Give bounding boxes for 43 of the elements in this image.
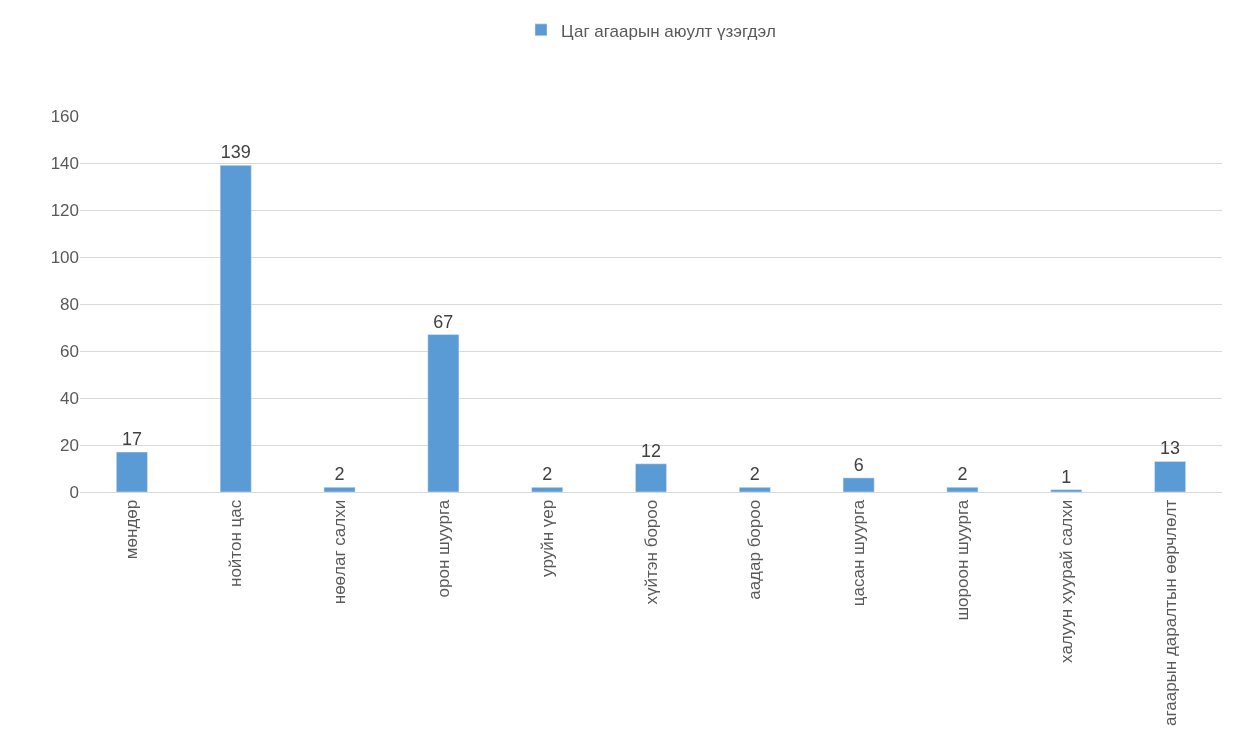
bar — [427, 334, 460, 492]
x-tick-label: мөндөр — [122, 499, 142, 560]
x-tick-label: халуун хуурай салхи — [1056, 499, 1076, 663]
y-tick-label: 0 — [69, 482, 79, 502]
x-tick-label: уруйн үер — [537, 499, 557, 577]
bar — [531, 487, 563, 492]
data-label: 2 — [542, 464, 553, 485]
bar — [635, 463, 667, 492]
bar — [1050, 489, 1083, 492]
y-tick-label: 100 — [50, 247, 79, 267]
y-tick-label: 20 — [60, 435, 79, 455]
data-label: 6 — [853, 454, 864, 475]
data-label: 13 — [1160, 438, 1181, 459]
y-tick-label: 60 — [60, 341, 79, 361]
data-label: 67 — [433, 311, 454, 332]
data-label: 2 — [749, 464, 760, 485]
x-tick-label: шороон шуурга — [952, 499, 972, 621]
bar — [842, 477, 875, 492]
bar — [739, 487, 771, 492]
data-label: 12 — [640, 440, 662, 461]
data-label: 2 — [957, 464, 968, 485]
legend-label: Цаг агаарын аюулт үзэгдэл — [561, 21, 776, 41]
x-tick-label: цасан шуурга — [849, 499, 869, 607]
y-tick-label: 140 — [50, 153, 79, 173]
data-label: 1 — [1061, 466, 1072, 487]
bar — [116, 451, 148, 492]
x-tick-label: орон шуурга — [433, 499, 453, 598]
bar — [1154, 461, 1186, 492]
y-tick-label: 160 — [50, 106, 79, 126]
y-tick-label: 40 — [60, 388, 79, 408]
bar — [946, 487, 979, 492]
x-tick-label: хүйтэн бороо — [641, 499, 661, 605]
bar — [323, 487, 356, 492]
x-tick-label: агаарын даралтын өөрчлөлт — [1160, 499, 1180, 727]
x-tick-label: нөөлаг салхи — [330, 499, 350, 605]
data-label: 2 — [334, 464, 345, 485]
x-tick-label: нойтон цас — [226, 499, 246, 587]
data-label: 139 — [220, 142, 251, 163]
bar — [219, 165, 252, 492]
data-label: 17 — [121, 429, 142, 450]
x-tick-label: аадар бороо — [745, 499, 765, 600]
y-tick-label: 120 — [50, 200, 79, 220]
y-tick-label: 80 — [60, 294, 79, 314]
